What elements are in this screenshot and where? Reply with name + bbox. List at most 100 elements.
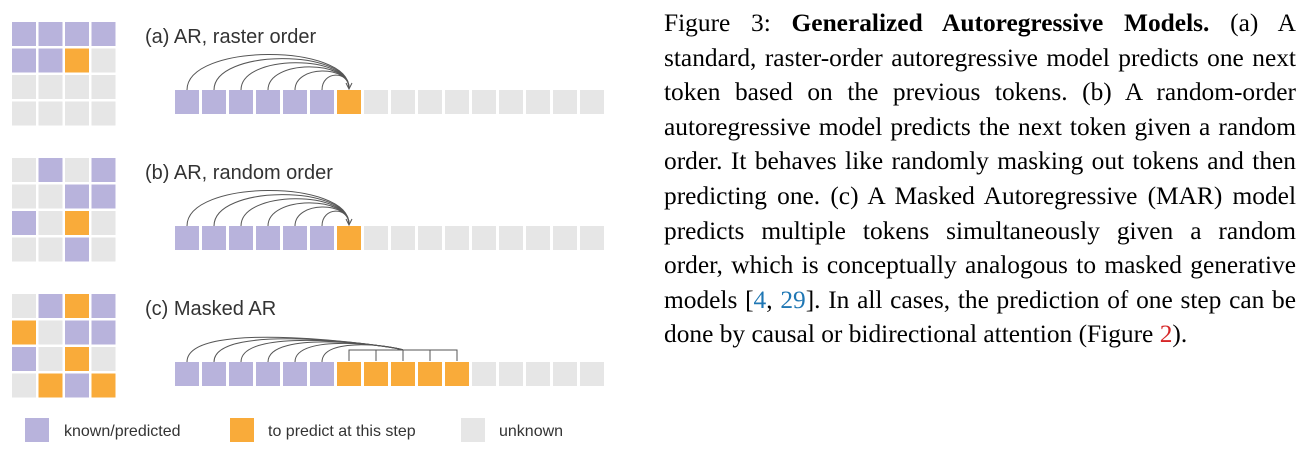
sequence-token-known: [256, 362, 280, 386]
sequence-token-unknown: [499, 362, 523, 386]
sequence-token-predict: [418, 362, 442, 386]
figure-diagram: (a) AR, raster order (b) AR, random order…: [0, 0, 640, 456]
arc-arrowhead: [345, 218, 353, 227]
panel-label: (c) Masked AR: [145, 298, 276, 320]
legend-label-known: known/predicted: [64, 423, 181, 440]
grid-cell-unknown: [91, 347, 116, 371]
caption-figure-label: Figure 3:: [664, 9, 771, 37]
sequence-token-predict: [391, 362, 415, 386]
sequence-token-known: [283, 362, 307, 386]
sequence-token-unknown: [580, 90, 604, 114]
grid-cell-unknown: [12, 294, 36, 318]
sequence-token-predict: [337, 90, 361, 114]
sequence-token-unknown: [472, 226, 496, 250]
caption-text-2: ]. In all cases, the prediction of one s…: [664, 285, 1296, 349]
sequence-token-known: [256, 90, 280, 114]
legend-swatch-known: [25, 418, 49, 442]
grid-cell-predict: [38, 373, 63, 398]
legend-swatch-unknown: [461, 418, 485, 442]
dependency-arc: [267, 341, 404, 363]
citation-link-29[interactable]: 29: [780, 285, 806, 314]
grid-cell-unknown: [12, 237, 36, 262]
sequence-token-unknown: [580, 362, 604, 386]
grid-cell-known: [12, 347, 36, 371]
grid-cell-unknown: [91, 211, 116, 235]
caption-text-1: (a) A standard, raster-order autoregress…: [664, 9, 1296, 314]
sequence-token-unknown: [445, 90, 469, 114]
sequence-token-predict: [337, 362, 361, 386]
dependency-arcs: [186, 190, 353, 227]
sequence-token-unknown: [499, 90, 523, 114]
grid-cell-unknown: [91, 101, 116, 126]
grid-cell-known: [91, 294, 116, 318]
sequence-token-known: [202, 226, 226, 250]
sequence-token-unknown: [526, 226, 550, 250]
sequence-token-unknown: [553, 226, 577, 250]
sequence-token-unknown: [472, 90, 496, 114]
sequence-token-known: [283, 90, 307, 114]
grid-cell-predict: [91, 373, 116, 398]
sequence-token-predict: [445, 362, 469, 386]
dependency-arc: [186, 54, 350, 91]
sequence-token-unknown: [364, 90, 388, 114]
grid-cell-unknown: [12, 158, 36, 182]
caption-title: Generalized Autoregressive Models.: [791, 9, 1210, 37]
grid-cell-predict: [65, 294, 89, 318]
grid-cell-unknown: [38, 320, 63, 345]
grid-cell-unknown: [12, 184, 36, 209]
sequence-token-predict: [337, 226, 361, 250]
sequence-token-known: [202, 90, 226, 114]
grid-cell-unknown: [38, 75, 63, 99]
grid-cell-unknown: [65, 75, 89, 99]
grid-cell-known: [12, 22, 36, 46]
panel-label: (a) AR, raster order: [145, 26, 317, 48]
grid-cell-known: [91, 320, 116, 345]
grid-cell-unknown: [12, 101, 36, 126]
arc-arrowhead: [345, 82, 353, 91]
citation-link-4[interactable]: 4: [753, 285, 767, 314]
grid-cell-known: [65, 320, 89, 345]
grid-cell-known: [91, 184, 116, 209]
grid-cell-unknown: [65, 158, 89, 182]
grid-cell-known: [38, 158, 63, 182]
grid-cell-known: [65, 373, 89, 398]
grid-cell-predict: [65, 347, 89, 371]
figure-svg: (a) AR, raster order (b) AR, random order…: [12, 22, 604, 442]
grid-cell-known: [38, 294, 63, 318]
dependency-arcs: [186, 336, 458, 363]
grid-cell-known: [91, 158, 116, 182]
grid-cell-known: [12, 48, 36, 73]
grid-cell-predict: [12, 320, 36, 345]
grid-cell-predict: [65, 211, 89, 235]
grid-cell-known: [91, 22, 116, 46]
legend-label-unknown: unknown: [499, 423, 563, 440]
grid-cell-predict: [65, 48, 89, 73]
grid-cell-unknown: [38, 237, 63, 262]
grid-cell-unknown: [38, 347, 63, 371]
sequence-token-known: [256, 226, 280, 250]
sequence-token-unknown: [526, 90, 550, 114]
sequence-token-known: [310, 362, 334, 386]
sequence-token-known: [229, 90, 253, 114]
sequence-token-unknown: [580, 226, 604, 250]
legend-label-predict: to predict at this step: [268, 423, 416, 440]
sequence-token-unknown: [526, 362, 550, 386]
dependency-arc: [186, 190, 350, 227]
grid-cell-unknown: [38, 101, 63, 126]
grid-cell-unknown: [91, 75, 116, 99]
dependency-arc: [321, 344, 404, 363]
figure-2-link[interactable]: 2: [1159, 320, 1173, 349]
grid-cell-known: [65, 22, 89, 46]
sequence-token-unknown: [391, 226, 415, 250]
grid-cell-known: [38, 22, 63, 46]
sequence-token-predict: [364, 362, 388, 386]
sequence-token-unknown: [499, 226, 523, 250]
sequence-token-unknown: [418, 226, 442, 250]
grid-cell-known: [12, 211, 36, 235]
sequence-token-unknown: [391, 90, 415, 114]
grid-cell-unknown: [12, 373, 36, 398]
grid-cell-unknown: [91, 48, 116, 73]
sequence-token-unknown: [418, 90, 442, 114]
legend-swatch-predict: [230, 418, 254, 442]
grid-cell-known: [38, 48, 63, 73]
